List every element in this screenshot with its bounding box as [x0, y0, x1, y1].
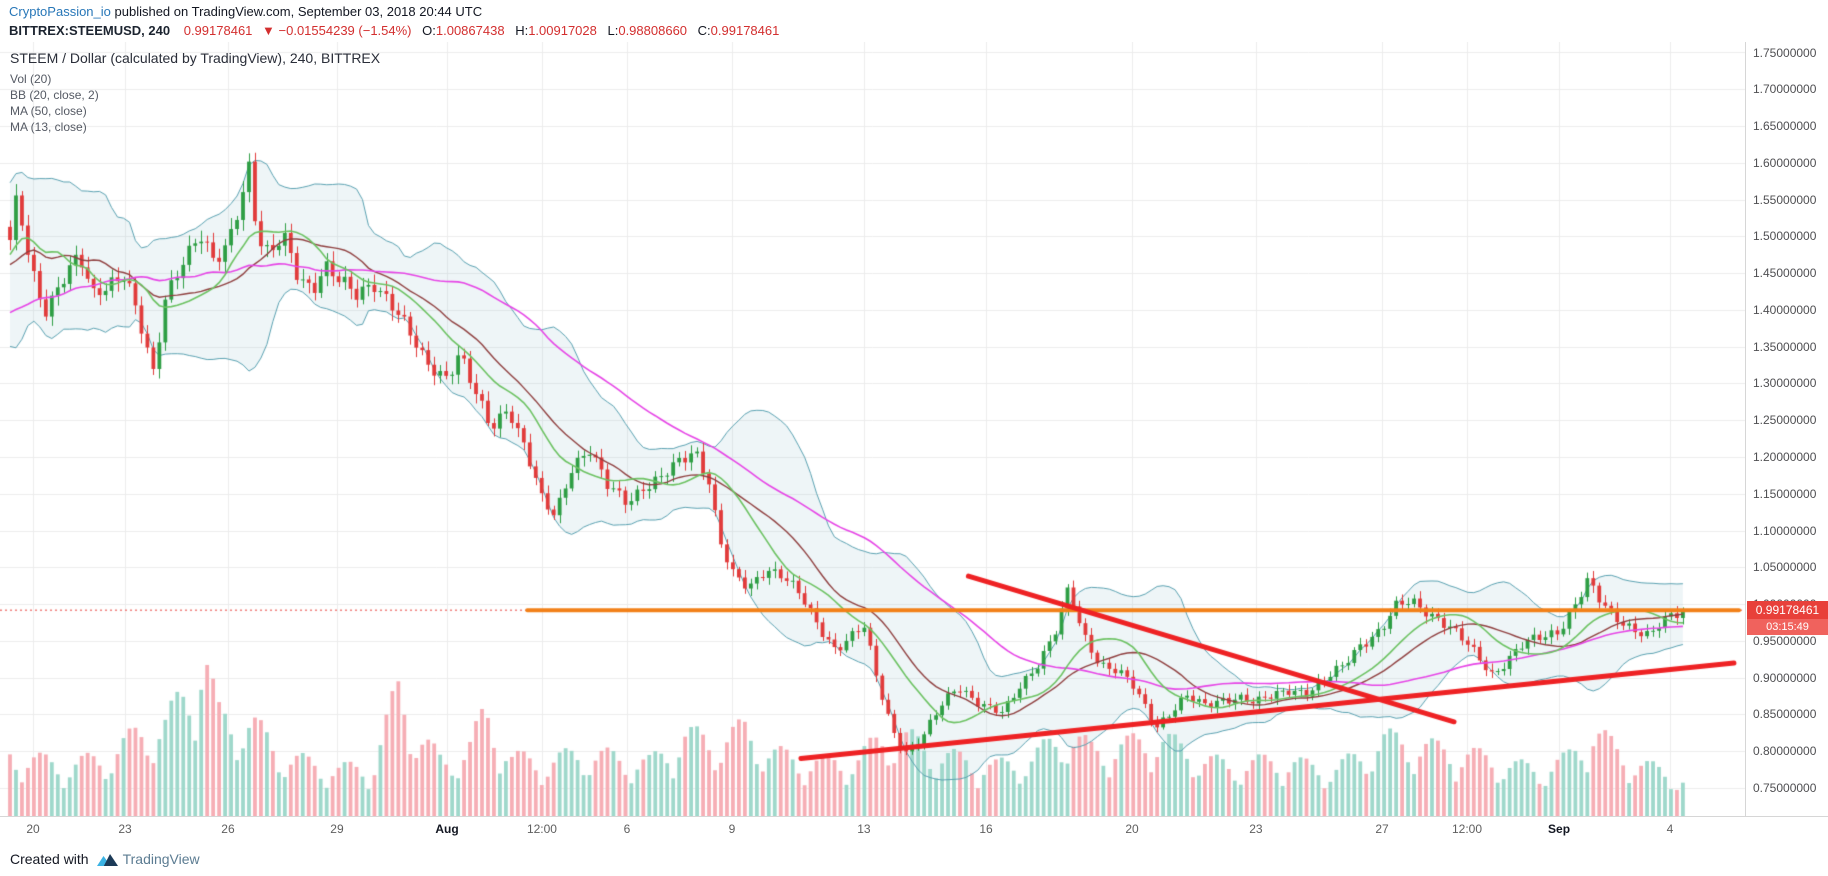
time-tick-label: 20	[1125, 822, 1139, 836]
close-label: C:	[697, 23, 711, 38]
price-tick-label: 1.40000000	[1753, 302, 1817, 317]
time-tick-label: 9	[728, 822, 736, 836]
price-tick-label: 1.10000000	[1753, 523, 1817, 538]
last-price-value: 0.99178461	[183, 23, 253, 38]
created-with-text: Created with	[10, 851, 89, 867]
price-tick-label: 0.75000000	[1753, 781, 1817, 795]
price-tick-label: 1.05000000	[1753, 560, 1817, 575]
price-tick-label: 1.75000000	[1753, 45, 1817, 60]
time-tick-label: 12:00	[526, 822, 557, 836]
time-tick-label: 23	[1249, 822, 1263, 836]
price-tick-label: 0.95000000	[1753, 633, 1817, 648]
last-price-badge: 0.99178461	[1747, 601, 1828, 620]
tradingview-link[interactable]: TradingView	[96, 851, 200, 867]
symbol-name: BITTREX:STEEMUSD, 240	[9, 23, 171, 38]
chart-plot: STEEM / Dollar (calculated by TradingVie…	[0, 42, 1745, 816]
high-value: 1.00917028	[528, 23, 597, 38]
price-tick-label: 0.90000000	[1753, 670, 1817, 685]
price-tick-label: 1.25000000	[1753, 413, 1817, 428]
time-tick-label: Sep	[1548, 822, 1571, 836]
price-tick-label: 1.70000000	[1753, 82, 1817, 97]
time-axis: 20 23 26 29 Aug 12:00 6 9 13 16 20 23 27 12:00 Sep 4	[0, 816, 1828, 842]
open-label: O:	[422, 23, 436, 38]
close-value: 0.99178461	[710, 23, 780, 38]
price-tick-label: 1.30000000	[1753, 376, 1817, 391]
time-tick-label: Aug	[435, 822, 459, 836]
time-tick-label: 13	[857, 822, 871, 836]
time-tick-label: 4	[1666, 822, 1674, 836]
time-tick-label: 23	[118, 822, 132, 836]
countdown-badge: 03:15:49	[1747, 619, 1828, 636]
tradingview-wordmark: TradingView	[122, 851, 200, 867]
time-tick-label: 29	[330, 822, 344, 836]
price-change: ▼ −0.01554239 (−1.54%)	[262, 23, 412, 38]
time-tick-label: 12:00	[1451, 822, 1483, 836]
price-tick-label: 1.65000000	[1753, 119, 1817, 134]
chart-canvas	[0, 42, 1745, 816]
author-link[interactable]: CryptoPassion_io	[9, 4, 111, 19]
high-label: H:	[515, 23, 529, 38]
price-tick-label: 0.80000000	[1753, 744, 1817, 759]
time-tick-label: 16	[979, 822, 993, 836]
footer: Created with TradingView	[0, 842, 1828, 876]
price-tick-label: 1.55000000	[1753, 192, 1817, 207]
low-value: 0.98808660	[618, 23, 688, 38]
price-axis: 0.99178461 03:15:49 1.75000000 1.70000000…	[1745, 42, 1828, 816]
price-tick-label: 1.45000000	[1753, 266, 1817, 281]
time-tick-label: 6	[623, 822, 631, 836]
time-tick-label: 20	[26, 822, 40, 836]
published-text: published on TradingView.com, September …	[110, 4, 483, 19]
price-tick-label: 1.35000000	[1753, 339, 1817, 354]
price-tick-label: 1.15000000	[1753, 486, 1817, 501]
symbol-bar: BITTREX:STEEMUSD, 240 0.99178461 ▼ −0.01…	[9, 23, 779, 38]
time-tick-label: 26	[221, 822, 235, 836]
tradingview-logo-icon	[96, 854, 118, 866]
open-value: 1.00867438	[435, 23, 505, 38]
price-tick-label: 1.60000000	[1753, 155, 1817, 170]
low-label: L:	[607, 23, 619, 38]
price-tick-label: 0.85000000	[1753, 707, 1817, 722]
price-tick-label: 1.50000000	[1753, 229, 1817, 244]
price-tick-label: 1.20000000	[1753, 450, 1817, 465]
time-tick-label: 27	[1375, 822, 1389, 836]
publish-bar: CryptoPassion_io published on TradingVie…	[9, 4, 482, 19]
